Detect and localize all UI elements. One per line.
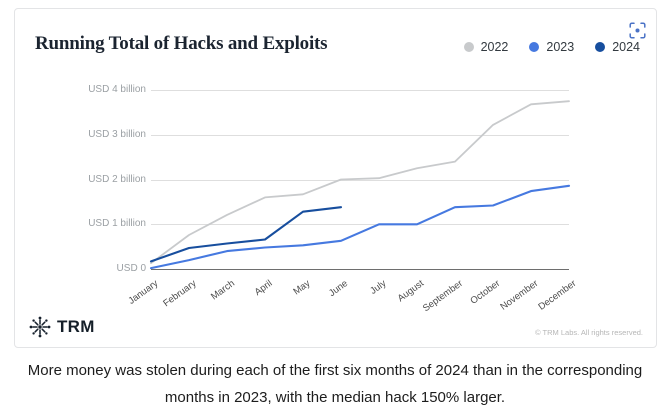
x-axis-tick-label: February <box>161 278 199 310</box>
legend-dot-icon <box>463 42 474 52</box>
legend: 2022 2023 2024 <box>463 40 640 54</box>
legend-item-2024[interactable]: 2024 <box>595 40 640 54</box>
series-line-2024 <box>149 206 343 263</box>
focus-capture-icon <box>628 21 646 39</box>
x-axis-tick-label: December <box>536 278 579 313</box>
capture-button[interactable] <box>624 17 650 43</box>
series-line-2022 <box>150 100 570 265</box>
trm-logo: TRM <box>29 316 95 338</box>
legend-dot-icon <box>529 42 540 52</box>
x-axis-line <box>151 269 569 271</box>
legend-item-2022[interactable]: 2022 <box>463 40 509 54</box>
trm-logo-text: TRM <box>57 317 95 336</box>
attribution-text: © TRM Labs. All rights reserved. <box>535 328 643 337</box>
x-axis-tick-label: July <box>368 278 389 297</box>
x-axis-tick-label: April <box>252 278 275 299</box>
gridline <box>151 90 569 91</box>
x-axis-tick-label: November <box>498 278 541 313</box>
trm-logo-mark-icon <box>29 316 51 338</box>
x-axis-tick-label: June <box>327 278 351 300</box>
x-axis-tick-label: January <box>126 278 161 307</box>
legend-label: 2024 <box>612 40 640 54</box>
legend-item-2023[interactable]: 2023 <box>529 40 574 54</box>
x-axis-tick-label: May <box>291 278 313 298</box>
y-axis-tick-label: USD 1 billion <box>88 218 146 230</box>
chart-card: Running Total of Hacks and Exploits 2022… <box>14 8 657 348</box>
gridline <box>151 179 569 181</box>
plot-area: USD 4 billion USD 3 billion USD 2 billion U… <box>15 9 656 347</box>
chart-title: Running Total of Hacks and Exploits <box>35 33 328 54</box>
x-axis-tick-label: September <box>420 278 465 315</box>
y-axis-tick-label: USD 4 billion <box>88 84 146 95</box>
x-axis-tick-label: October <box>468 278 503 307</box>
y-axis-tick-label: USD 3 billion <box>88 128 146 140</box>
legend-label: 2023 <box>546 40 575 54</box>
gridline <box>151 224 569 226</box>
x-axis-tick-label: March <box>208 278 237 303</box>
gridline <box>151 134 569 136</box>
legend-dot-icon <box>595 42 606 52</box>
y-axis-tick-label: USD 2 billion <box>88 173 146 185</box>
x-axis-tick-label: August <box>396 278 427 305</box>
series-line-2023 <box>149 184 571 270</box>
y-axis-tick-label: USD 0 <box>116 263 146 274</box>
figure-caption: More money was stolen during each of the… <box>27 362 643 407</box>
legend-label: 2022 <box>480 40 509 54</box>
